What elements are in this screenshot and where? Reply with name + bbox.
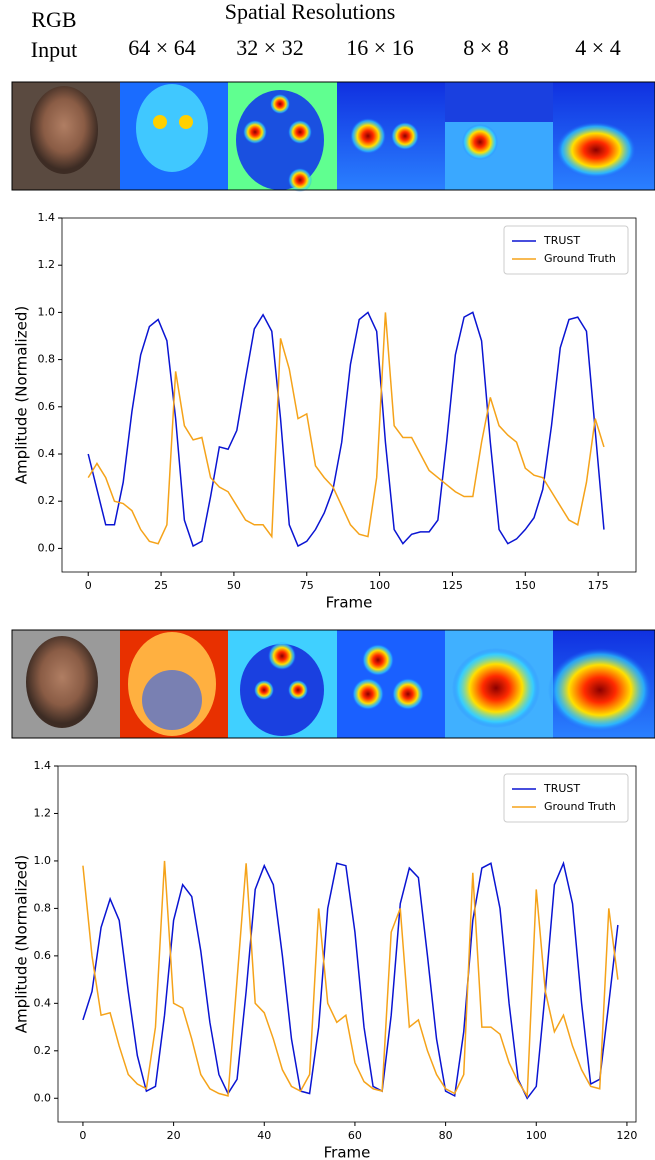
resolution-label: 64 × 64 <box>128 35 195 60</box>
y-tick-label: 1.0 <box>38 305 56 318</box>
x-tick-label: 80 <box>439 1129 453 1142</box>
legend: TRUST Ground Truth <box>503 773 629 823</box>
x-tick-label: 125 <box>442 579 463 592</box>
legend-box <box>503 773 629 823</box>
legend: TRUST Ground Truth <box>503 225 629 275</box>
legend-label: TRUST <box>543 782 580 795</box>
data-line <box>87 312 605 545</box>
legend-label: Ground Truth <box>544 252 616 265</box>
x-tick-label: 150 <box>515 579 536 592</box>
image-strip <box>11 629 655 739</box>
y-tick-label: 1.4 <box>38 211 56 224</box>
y-tick-label: 0.0 <box>38 541 56 554</box>
chart: 0 25 50 75 100 125 150 175 0.0 0.2 0.4 0.6 0.8 1.0 1.2… <box>13 211 637 612</box>
data-line <box>82 860 619 1100</box>
plot-frame <box>57 765 637 1123</box>
x-tick-label: 75 <box>300 579 314 592</box>
x-tick-label: 0 <box>85 579 92 592</box>
input-label: Input <box>31 37 77 62</box>
data-line <box>82 860 619 1099</box>
x-tick-label: 50 <box>227 579 241 592</box>
y-tick-label: 0.0 <box>34 1091 52 1104</box>
x-tick-label: 20 <box>167 1129 181 1142</box>
x-axis-label: Frame <box>326 594 373 612</box>
x-tick-label: 40 <box>257 1129 271 1142</box>
y-tick-label: 0.8 <box>38 353 56 366</box>
header-title: Spatial Resolutions <box>225 0 396 24</box>
y-tick-label: 1.0 <box>34 854 52 867</box>
x-tick-label: 25 <box>154 579 168 592</box>
resolution-label: 4 × 4 <box>575 35 620 60</box>
y-axis-label: Amplitude (Normalized) <box>13 855 31 1033</box>
x-tick-label: 100 <box>526 1129 547 1142</box>
y-tick-label: 0.4 <box>38 447 56 460</box>
image-strip <box>11 81 655 192</box>
x-axis-label: Frame <box>324 1144 371 1160</box>
y-tick-label: 1.2 <box>34 806 52 819</box>
x-tick-label: 100 <box>369 579 390 592</box>
resolution-label: 16 × 16 <box>346 35 413 60</box>
y-tick-label: 1.2 <box>38 258 56 271</box>
y-tick-label: 0.2 <box>34 1044 52 1057</box>
x-tick-label: 175 <box>588 579 609 592</box>
resolution-label: 32 × 32 <box>236 35 303 60</box>
chart: 0 20 40 60 80 100 120 0.0 0.2 0.4 0.6 0.8 1.0 1.2 1.4 F… <box>13 759 638 1160</box>
x-tick-label: 60 <box>348 1129 362 1142</box>
y-axis-label: Amplitude (Normalized) <box>13 306 31 484</box>
plot-frame <box>61 217 637 573</box>
data-line <box>87 311 605 548</box>
charts: 0 25 50 75 100 125 150 175 0.0 0.2 0.4 0.6 0.8 1.0 1.2… <box>13 211 638 1160</box>
x-tick-label: 120 <box>616 1129 637 1142</box>
x-tick-label: 0 <box>79 1129 86 1142</box>
rgb-label: RGB <box>31 7 76 32</box>
y-tick-label: 0.6 <box>38 400 56 413</box>
y-tick-label: 1.4 <box>34 759 52 772</box>
legend-box <box>503 225 629 275</box>
y-tick-label: 0.2 <box>38 494 56 507</box>
legend-label: Ground Truth <box>544 800 616 813</box>
resolution-label: 8 × 8 <box>463 35 508 60</box>
y-tick-label: 0.6 <box>34 949 52 962</box>
y-tick-label: 0.8 <box>34 901 52 914</box>
y-tick-label: 0.4 <box>34 996 52 1009</box>
legend-label: TRUST <box>543 234 580 247</box>
